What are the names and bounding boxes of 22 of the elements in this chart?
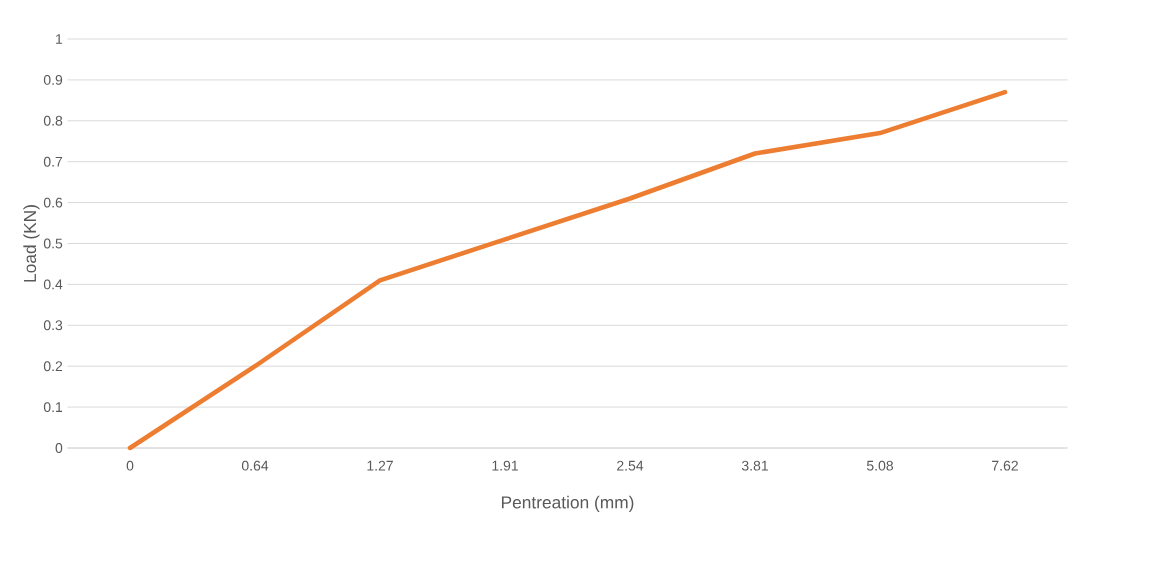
y-tick-label: 0.7 xyxy=(43,156,63,167)
y-tick-label: 0.5 xyxy=(43,238,63,249)
line-series xyxy=(127,89,1008,451)
y-tick-label: 1 xyxy=(56,34,63,44)
x-tick-label: 0 xyxy=(126,460,134,471)
x-tick-label: 5.08 xyxy=(866,460,894,471)
x-tick-label: 7.62 xyxy=(992,460,1018,471)
y-tick-label: 0.1 xyxy=(43,402,63,413)
y-tick-label: 0.3 xyxy=(43,320,63,331)
y-tick-label: 0.8 xyxy=(43,115,63,126)
x-tick-label: 1.27 xyxy=(367,460,393,471)
y-tick-label: 0.9 xyxy=(43,74,63,85)
y-tick-label: 0.4 xyxy=(43,279,63,290)
x-axis-title: Pentreation (mm) xyxy=(501,495,634,512)
x-tick-label: 1.91 xyxy=(492,460,518,471)
y-axis-title: Load (KN) xyxy=(23,205,40,282)
y-tick-label: 0 xyxy=(55,443,63,453)
y-tick-label: 0.6 xyxy=(43,197,63,208)
y-tick-label: 0.2 xyxy=(43,361,63,372)
x-tick-label: 0.64 xyxy=(241,460,269,471)
x-tick-label: 3.81 xyxy=(741,460,768,471)
x-tick-label: 2.54 xyxy=(617,460,644,471)
